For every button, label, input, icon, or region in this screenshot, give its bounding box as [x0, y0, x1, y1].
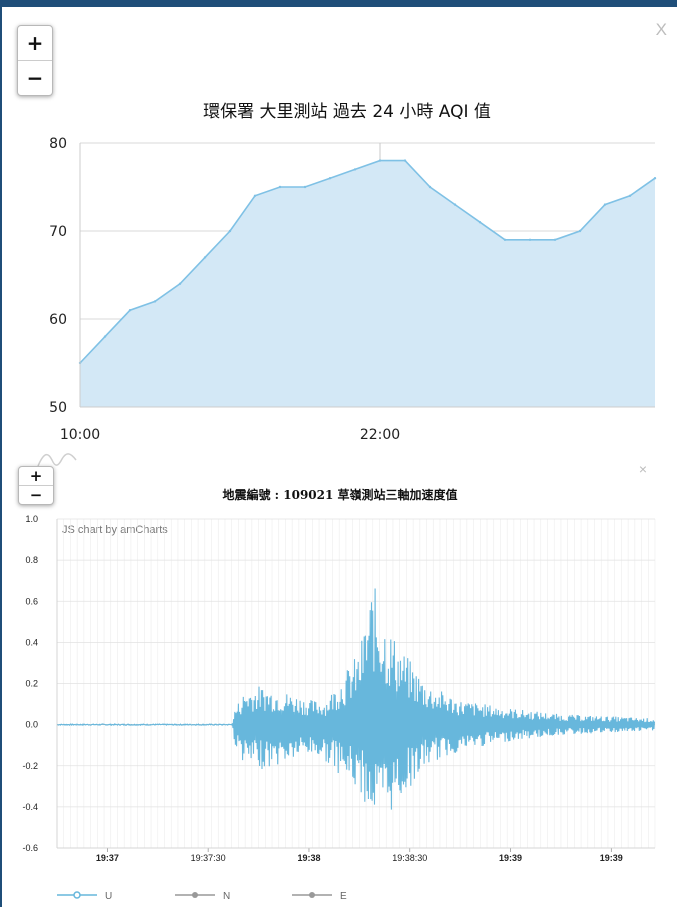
y-tick-label: 0.0: [25, 720, 38, 730]
series-u-waveform: [57, 588, 656, 810]
legend-marker: [192, 892, 198, 898]
aqi-area-fill: [80, 160, 655, 407]
y-tick-label: -0.6: [22, 843, 38, 853]
aqi-point: [653, 177, 657, 180]
amcharts-credit: JS chart by amCharts: [62, 524, 168, 536]
aqi-point: [428, 185, 432, 189]
chart-title: 地震編號 : 109021 草嶺測站三軸加速度值: [222, 487, 457, 502]
aqi-point: [278, 185, 282, 189]
aqi-point: [628, 194, 632, 197]
legend-item-n[interactable]: N: [175, 891, 230, 902]
wave-icon: [37, 453, 77, 467]
y-tick-label: -0.4: [22, 802, 38, 812]
map-zoom-control: + −: [17, 25, 53, 96]
aqi-point: [328, 177, 332, 180]
zoom-divider: [18, 60, 52, 61]
zoom-in-button[interactable]: +: [26, 31, 44, 55]
aqi-point: [178, 282, 182, 285]
aqi-point: [153, 300, 157, 303]
close-popup-button-secondary[interactable]: ×: [638, 461, 647, 477]
zoom-out-button-secondary[interactable]: −: [29, 486, 43, 504]
legend-label: U: [105, 891, 112, 902]
aqi-point: [553, 238, 557, 241]
aqi-point: [378, 159, 382, 162]
zoom-out-button[interactable]: −: [26, 66, 44, 90]
aqi-point: [228, 229, 232, 233]
x-tick-label: 19:39: [499, 853, 522, 863]
x-tick-label: 19:39: [600, 853, 623, 863]
map-zoom-control-secondary: + −: [18, 466, 54, 505]
aqi-point: [203, 256, 207, 259]
legend-label: N: [223, 891, 230, 902]
aqi-point: [403, 159, 407, 162]
aqi-point: [528, 238, 532, 241]
close-popup-button[interactable]: X: [655, 20, 667, 39]
legend-item-e[interactable]: E: [292, 891, 347, 902]
aqi-area-chart: 環保署 大里測站 過去 24 小時 AQI 值 50 60 70 80 10:00 22:0…: [37, 102, 657, 467]
x-tick-label: 19:37: [96, 853, 119, 863]
aqi-point: [453, 203, 457, 206]
legend-label: E: [340, 891, 347, 902]
y-tick-label: 80: [49, 136, 67, 152]
aqi-point: [603, 203, 607, 206]
aqi-point: [503, 238, 507, 241]
zoom-in-button-secondary[interactable]: +: [29, 467, 43, 485]
x-tick-label: 10:00: [60, 427, 100, 443]
aqi-point: [303, 185, 307, 189]
window-top-bar: [0, 0, 677, 7]
y-tick-label: 1.0: [25, 514, 38, 524]
y-tick-label: 0.8: [25, 555, 38, 565]
aqi-point: [478, 221, 482, 224]
x-tick-label: 19:38: [297, 853, 320, 863]
y-tick-label: 70: [49, 224, 67, 240]
y-tick-label: 0.2: [25, 679, 38, 689]
aqi-point: [128, 309, 132, 312]
x-tick-label: 19:38:30: [392, 853, 427, 863]
window-left-edge: [0, 0, 2, 907]
legend-item-u[interactable]: U: [57, 891, 112, 902]
chart-title: 環保署 大里測站 過去 24 小時 AQI 值: [203, 102, 491, 122]
y-tick-label: 0.6: [25, 596, 38, 606]
x-tick-label: 19:37:30: [191, 853, 226, 863]
zoom-divider-secondary: [19, 485, 53, 486]
x-tick-label: 22:00: [360, 427, 400, 443]
legend-marker: [309, 892, 315, 898]
aqi-point: [353, 168, 357, 171]
aqi-point: [578, 229, 582, 233]
aqi-point: [103, 335, 107, 338]
y-tick-label: 50: [49, 400, 67, 416]
legend-marker: [73, 891, 81, 899]
y-tick-label: -0.2: [22, 761, 38, 771]
y-tick-label: 0.4: [25, 637, 38, 647]
aqi-line: [79, 159, 656, 364]
y-tick-label: 60: [49, 312, 67, 328]
aqi-point: [253, 194, 257, 197]
